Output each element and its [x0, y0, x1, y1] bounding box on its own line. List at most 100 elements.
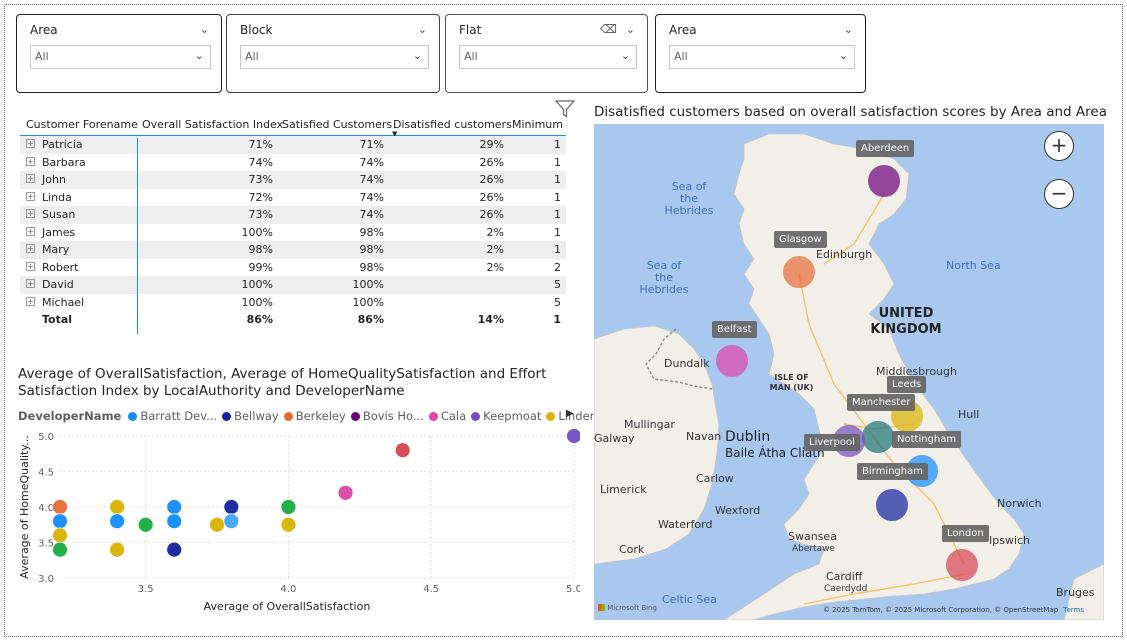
scatter-point[interactable] [52, 499, 68, 515]
expand-icon[interactable]: + [26, 261, 35, 271]
cell-satisfied: 74% [359, 190, 384, 204]
scatter-point[interactable] [566, 428, 581, 444]
slicer-dropdown[interactable]: All ⌄ [459, 45, 637, 69]
scatter-legend: DeveloperName Barratt Dev... Bellway Berke… [18, 409, 612, 423]
legend-dot [471, 412, 481, 421]
chevron-down-icon[interactable]: ⌄ [417, 23, 427, 36]
y-axis-label: Average of HomeQuality... [18, 435, 31, 578]
table-row[interactable]: + Michael 100% 100% 5 [20, 294, 566, 312]
terms-link[interactable]: Terms [1063, 606, 1084, 614]
column-header[interactable]: Overall Satisfaction Index [142, 118, 284, 131]
column-header[interactable]: Minimum [512, 118, 563, 131]
scatter-point[interactable] [337, 484, 354, 501]
legend-dot [546, 412, 556, 421]
expand-icon[interactable]: + [26, 279, 35, 288]
y-tick-label: 3.5 [38, 539, 54, 550]
zoom-in-button[interactable]: + [1044, 131, 1074, 161]
cell-osi: 100% [241, 295, 273, 309]
eraser-icon[interactable]: ⌫ [600, 22, 617, 36]
scatter-point[interactable] [109, 541, 126, 558]
table-row[interactable]: + Patricia 71% 71% 29% 1 [20, 136, 566, 154]
filter-icon[interactable] [555, 100, 575, 118]
scatter-point[interactable] [280, 499, 297, 515]
ireland-landmass [594, 325, 720, 565]
legend-item[interactable]: Berkeley [283, 409, 346, 423]
expand-icon[interactable]: + [26, 139, 35, 148]
table-row[interactable]: + Linda 72% 74% 26% 1 [20, 189, 566, 207]
expand-icon[interactable]: + [26, 244, 35, 253]
table-row[interactable]: + James 100% 98% 2% 1 [20, 224, 566, 242]
legend-label: Bellway [234, 409, 279, 423]
scatter-point[interactable] [223, 513, 240, 530]
map-place-label: Ipswich [989, 534, 1031, 547]
table-row[interactable]: + Mary 98% 98% 2% 1 [20, 241, 566, 259]
chevron-down-icon[interactable]: ⌄ [199, 23, 209, 36]
legend-item[interactable]: Barratt Dev... [128, 409, 217, 423]
slicer-flat[interactable]: Flat ⌫ ⌄ All ⌄ [445, 14, 648, 93]
slicer-dropdown[interactable]: All ⌄ [30, 45, 211, 69]
cell-forename: James [42, 225, 76, 239]
legend-item[interactable]: Keepmoat [471, 409, 541, 423]
scatter-point[interactable] [394, 442, 411, 459]
map-bubble[interactable] [716, 345, 748, 377]
slicer-dropdown[interactable]: All ⌄ [240, 45, 429, 69]
map-bubble[interactable] [876, 489, 908, 521]
table-row[interactable]: + David 100% 100% 5 [20, 276, 566, 294]
scatter-point[interactable] [280, 516, 297, 533]
cell-minimum: 5 [554, 295, 561, 309]
legend-item[interactable]: Bovis Ho... [350, 409, 424, 423]
slicer-area[interactable]: Area ⌄ All ⌄ [16, 14, 222, 93]
slicer-area-2[interactable]: Area ⌄ All ⌄ [655, 14, 866, 93]
legend-dot [222, 412, 232, 421]
slicer-block[interactable]: Block ⌄ All ⌄ [226, 14, 440, 93]
table-row[interactable]: + Barbara 74% 74% 26% 1 [20, 154, 566, 172]
x-tick-label: 3.5 [138, 584, 154, 595]
scatter-point[interactable] [52, 527, 68, 544]
expand-icon[interactable]: + [26, 209, 35, 218]
y-tick-label: 4.5 [38, 468, 54, 479]
expand-icon[interactable]: + [26, 156, 35, 166]
cell-forename: Linda [42, 190, 72, 204]
cell-satisfied: 98% [359, 260, 384, 274]
scatter-point[interactable] [166, 541, 183, 558]
map-bubble[interactable] [783, 256, 815, 288]
scatter-point[interactable] [166, 513, 183, 530]
expand-icon[interactable]: + [26, 191, 35, 201]
chevron-down-icon[interactable]: ⌄ [625, 23, 635, 36]
slicer-dropdown[interactable]: All ⌄ [669, 45, 855, 69]
cell-minimum: 1 [554, 173, 561, 186]
map-bubble[interactable] [946, 549, 978, 581]
legend-title: DeveloperName [18, 409, 122, 423]
cell-forename: John [42, 173, 66, 186]
scatter-point[interactable] [109, 513, 126, 530]
column-header[interactable]: Disatisfied customers [393, 118, 512, 131]
scatter-point[interactable] [137, 516, 154, 533]
scatter-point[interactable] [52, 513, 68, 530]
y-tick-label: 3.0 [38, 574, 54, 585]
legend-item[interactable]: Bellway [222, 409, 279, 423]
legend-next-arrow-icon[interactable]: ▶ [566, 408, 574, 419]
scatter-plot: 3.0 3.5 4.0 4.5 5.0 3.5 4.0 4.5 5.0 Average of Ov… [18, 428, 581, 613]
scatter-point[interactable] [52, 541, 68, 558]
table-row[interactable]: + John 73% 74% 26% 1 [20, 171, 566, 189]
expand-icon[interactable]: + [26, 174, 35, 183]
scatter-point[interactable] [166, 499, 183, 515]
map-bubble[interactable] [868, 165, 900, 197]
legend-item[interactable]: Cala [428, 409, 466, 423]
scatter-point[interactable] [209, 516, 225, 533]
chevron-down-icon[interactable]: ⌄ [843, 23, 853, 36]
map-bubble[interactable] [862, 421, 894, 453]
scatter-point[interactable] [223, 499, 240, 515]
cell-disatisfied: 2% [486, 260, 504, 274]
uk-map[interactable]: Sea of the Hebrides Sea of the Hebrides Ed… [594, 124, 1104, 620]
map-place-label: Swansea [788, 530, 837, 543]
expand-icon[interactable]: + [26, 226, 35, 236]
table-row[interactable]: + Susan 73% 74% 26% 1 [20, 206, 566, 224]
zoom-out-button[interactable]: − [1044, 179, 1074, 209]
scatter-point[interactable] [109, 499, 126, 515]
column-header[interactable]: Satisfied Customers [282, 118, 393, 131]
map-canvas[interactable] [594, 124, 1104, 620]
column-header[interactable]: Customer Forename [26, 118, 138, 131]
table-row[interactable]: + Robert 99% 98% 2% 2 [20, 259, 566, 277]
expand-icon[interactable]: + [26, 296, 35, 306]
